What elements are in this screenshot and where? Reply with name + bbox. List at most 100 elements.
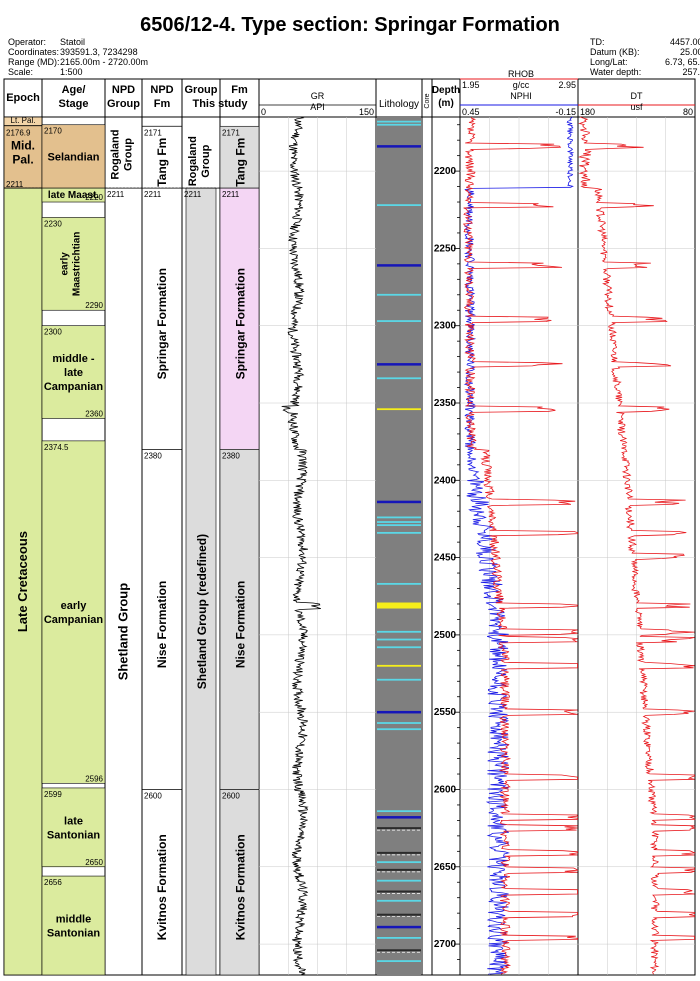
- lithology-stringer: [377, 123, 421, 126]
- epoch-mid-paleocene-top: 2176.9: [6, 129, 31, 138]
- study-fm-label: Springar Formation: [234, 268, 248, 379]
- header-epoch: Epoch: [6, 92, 40, 104]
- dt-curve: [578, 116, 696, 975]
- lithology-stringer: [377, 500, 421, 504]
- lithology-stringer: [377, 516, 421, 519]
- depth-label: 2450: [434, 553, 457, 564]
- lithology-stringer: [377, 630, 421, 633]
- header-npd-fm-l2: Fm: [154, 98, 171, 110]
- stage-top-depth: 2599: [44, 790, 62, 799]
- stage-label: Maastrichtian: [72, 232, 83, 296]
- lithology-stringer: [377, 816, 421, 819]
- stage-box: [41, 440, 106, 784]
- depth-label: 2550: [434, 707, 457, 718]
- stage-label: Selandian: [48, 151, 100, 163]
- study-fm-top-depth: 2211: [222, 190, 240, 199]
- sheet-title: 6506/12-4. Type section: Springar Format…: [140, 14, 560, 36]
- npd-fm-label: Tang Fm: [155, 138, 169, 187]
- lithology-stringer: [377, 664, 421, 667]
- well-info-left-row: Coordinates: 393591.3, 7234298: [8, 47, 148, 57]
- lithology-stringer: [377, 678, 421, 681]
- stage-box: [41, 217, 106, 311]
- header-nphi-name: NPHI: [510, 91, 532, 101]
- lithology-stringer: [377, 602, 421, 609]
- stage-label: Campanian: [44, 614, 104, 626]
- lithology-stringer: [377, 320, 421, 322]
- header-depth-unit: (m): [438, 98, 454, 109]
- well-info-left-value: 393591.3, 7234298: [60, 47, 138, 57]
- epoch-late-cretaceous: [3, 187, 43, 976]
- header-nphi-min: 0.45: [462, 107, 480, 117]
- study-group-rogaland-l2: Group: [200, 144, 212, 177]
- stage-label: Santonian: [47, 829, 100, 841]
- well-info-right: TD: 4457.00m Datum (KB): 25.00m Long/Lat: 6.7…: [590, 37, 700, 77]
- lithology-stringer: [377, 890, 421, 893]
- stage-top-depth: 2374.5: [44, 443, 69, 452]
- well-info-left-key: Coordinates:: [8, 47, 60, 57]
- lithology-stringer: [377, 728, 421, 731]
- header-gr-max: 150: [359, 107, 374, 117]
- lithology-stringer: [377, 531, 421, 534]
- header-lithology: Lithology: [379, 99, 419, 110]
- header-npd-group: NPD: [112, 84, 135, 96]
- well-info-right-value: 25.00m: [679, 47, 700, 57]
- stage-label: Santonian: [47, 928, 100, 940]
- header-gr-name: GR: [311, 91, 325, 101]
- npd-group-rogaland: Rogaland: [110, 129, 122, 179]
- study-fm-box: [219, 125, 260, 189]
- header-npd-group-l2: Group: [107, 98, 140, 110]
- lithology-stringer: [377, 913, 421, 916]
- gr-curve: [281, 116, 321, 976]
- well-info-right-row: Long/Lat: 6.73, 65.21: [590, 57, 700, 67]
- lithology-stringer: [377, 204, 421, 207]
- header-core: Core: [424, 93, 431, 108]
- rhob-curve: [462, 116, 579, 975]
- stage-top-depth: 2230: [44, 219, 62, 228]
- lithology-stringer: [377, 710, 421, 714]
- well-info-left-key: Range (MD):: [8, 57, 60, 67]
- well-info-right-row: TD: 4457.00m: [590, 37, 700, 47]
- stage-box: [41, 325, 106, 419]
- depth-label: 2600: [434, 784, 457, 795]
- lithology-stringer: [377, 408, 421, 411]
- npd-fm-label: Kvitnos Formation: [155, 834, 169, 940]
- epoch-mid-paleocene-bottom: 2211: [6, 180, 24, 189]
- well-info-right-value: 6.73, 65.21: [664, 57, 700, 67]
- npd-fm-top-depth: 2171: [144, 128, 162, 137]
- lithology-stringer: [377, 899, 421, 902]
- panel-frame: [3, 78, 696, 976]
- lithology-stringer: [377, 638, 421, 641]
- npd-fm-label: Nise Formation: [155, 581, 169, 668]
- well-info-right-key: TD:: [590, 37, 605, 47]
- stage-bottom-depth: 2220: [85, 193, 103, 202]
- stage-label: early: [60, 252, 71, 276]
- header-age: Age/: [62, 84, 86, 96]
- header-gr-unit: API: [310, 102, 325, 112]
- header-depth: Depth: [432, 85, 460, 96]
- well-info-left-row: Scale: 1:500: [8, 67, 148, 77]
- lithology-stringer: [377, 524, 421, 527]
- lithology-stringer: [377, 925, 421, 929]
- header-fm: Fm: [231, 84, 248, 96]
- well-info-left-key: Scale:: [8, 67, 34, 77]
- depth-label: 2400: [434, 475, 457, 486]
- stage-top-depth: 2170: [44, 127, 62, 136]
- depth-label: 2200: [434, 166, 457, 177]
- lithology-stringer: [377, 861, 421, 864]
- stage-bottom-depth: 2290: [85, 301, 103, 310]
- lithology-stringer: [377, 936, 421, 939]
- stage-label: late Maast.: [48, 190, 99, 201]
- lithology-fill: [377, 117, 421, 975]
- stage-label: middle -: [52, 353, 95, 365]
- npd-group-shetland: Shetland Group: [116, 583, 131, 681]
- study-fm-box: [219, 789, 260, 976]
- lithology-stringer: [377, 120, 421, 123]
- lithology-stringer: [377, 264, 421, 267]
- study-group-shetland-box: [185, 187, 217, 976]
- well-info-left: Operator: Statoil Coordinates: 393591.3, 72…: [8, 37, 148, 77]
- epoch-late-paleocene-label: Lt. Pal.: [11, 116, 36, 125]
- study-fm-label: Tang Fm: [234, 138, 248, 187]
- well-info-left-value: Statoil: [60, 37, 86, 47]
- header-this-study: This study: [192, 98, 248, 110]
